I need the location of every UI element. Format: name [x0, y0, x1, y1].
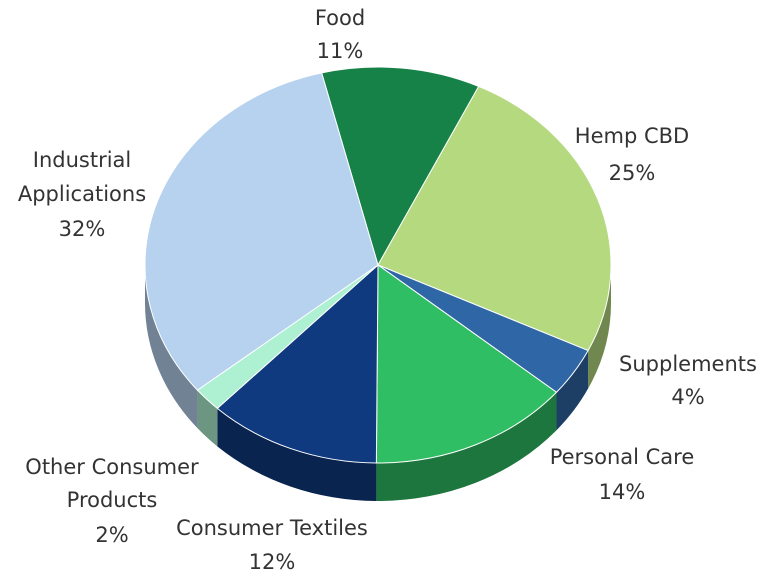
label-consumer-textiles-name: Consumer Textiles: [176, 516, 368, 540]
slice-label-food: Food 11%: [315, 6, 365, 63]
label-other-consumer-value: 2%: [95, 523, 128, 547]
label-industrial-line2: Applications: [18, 182, 146, 206]
pie-side-consumer-textiles: [217, 408, 377, 501]
pie-slices: [144, 66, 612, 464]
slice-label-industrial-applications: Industrial Applications 32%: [18, 148, 146, 241]
pie-slice-food: [321, 66, 480, 267]
pie-slice-consumer-textiles: [216, 263, 379, 464]
pie-side-other-consumer-products: [197, 390, 218, 447]
label-industrial-line1: Industrial: [33, 148, 132, 172]
label-personal-care-value: 14%: [599, 480, 646, 504]
label-personal-care-name: Personal Care: [550, 445, 695, 469]
label-food-name: Food: [315, 6, 365, 30]
pie-slice-personal-care: [375, 264, 558, 464]
pie-side-supplements: [556, 350, 589, 431]
slice-label-personal-care: Personal Care 14%: [550, 445, 695, 504]
pie-slice-industrial-applications: [144, 72, 379, 391]
slice-label-supplements: Supplements 4%: [619, 352, 757, 409]
label-consumer-textiles-value: 12%: [249, 550, 296, 574]
label-other-consumer-line2: Products: [67, 488, 158, 512]
label-other-consumer-line1: Other Consumer: [25, 455, 199, 479]
label-food-value: 11%: [317, 39, 364, 63]
slice-label-other-consumer-products: Other Consumer Products 2%: [25, 455, 199, 547]
slice-label-consumer-textiles: Consumer Textiles 12%: [176, 516, 368, 574]
pie-side-personal-care: [376, 392, 557, 501]
pie-slice-hemp-cbd: [377, 85, 612, 352]
label-industrial-value: 32%: [59, 217, 106, 241]
label-hemp-cbd-value: 25%: [609, 161, 656, 185]
label-hemp-cbd-name: Hemp CBD: [575, 124, 689, 148]
pie-side-industrial-applications: [145, 265, 198, 429]
slice-label-hemp-cbd: Hemp CBD 25%: [575, 124, 689, 185]
label-supplements-name: Supplements: [619, 352, 757, 376]
label-supplements-value: 4%: [671, 385, 704, 409]
